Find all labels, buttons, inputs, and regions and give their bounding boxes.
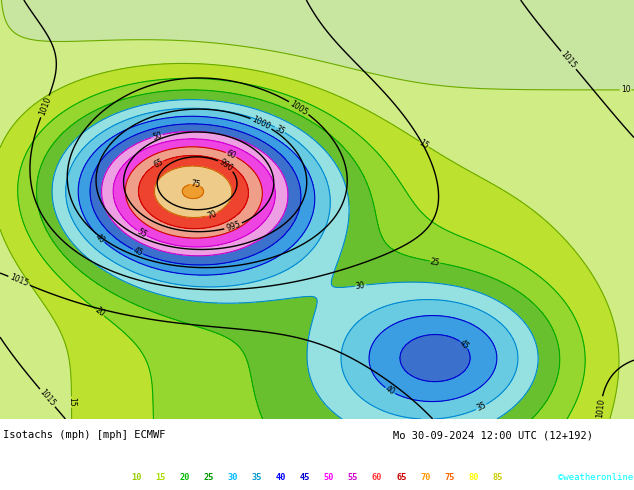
Text: 45: 45 [457, 338, 470, 351]
Text: 1000: 1000 [250, 115, 272, 132]
Text: 10: 10 [131, 473, 141, 482]
Text: 1010: 1010 [37, 96, 53, 117]
Text: 40: 40 [384, 384, 397, 397]
Text: 75: 75 [190, 179, 200, 190]
Text: 25: 25 [429, 257, 440, 268]
Text: 50: 50 [324, 473, 334, 482]
Text: 1015: 1015 [559, 50, 578, 71]
Text: 20: 20 [93, 306, 107, 319]
Text: 85: 85 [493, 473, 503, 482]
Text: 80: 80 [469, 473, 479, 482]
Text: 15: 15 [418, 138, 430, 150]
Text: 35: 35 [252, 473, 262, 482]
Text: 1005: 1005 [288, 98, 309, 117]
Text: Mo 30-09-2024 12:00 UTC (12+192): Mo 30-09-2024 12:00 UTC (12+192) [393, 430, 593, 440]
Text: 15: 15 [155, 473, 165, 482]
Text: 35: 35 [475, 401, 488, 413]
Text: 55: 55 [136, 227, 148, 240]
Text: 50: 50 [152, 130, 163, 142]
Text: 40: 40 [94, 232, 107, 245]
Text: 1015: 1015 [8, 273, 30, 289]
Text: 60: 60 [372, 473, 382, 482]
Text: 65: 65 [396, 473, 406, 482]
Text: 25: 25 [204, 473, 214, 482]
Text: 75: 75 [444, 473, 455, 482]
Text: 35: 35 [273, 123, 287, 136]
Text: 60: 60 [225, 148, 237, 161]
Text: 15: 15 [67, 397, 76, 407]
Text: 55: 55 [348, 473, 358, 482]
Text: 30: 30 [355, 281, 366, 291]
Text: 1015: 1015 [38, 388, 57, 408]
Text: 45: 45 [131, 245, 144, 258]
Text: 10: 10 [621, 85, 630, 95]
Text: 65: 65 [153, 157, 165, 169]
Text: 995: 995 [225, 220, 242, 233]
Text: 45: 45 [300, 473, 310, 482]
Text: Isotachs (mph) [mph] ECMWF: Isotachs (mph) [mph] ECMWF [3, 430, 165, 440]
Text: 40: 40 [276, 473, 286, 482]
Text: 70: 70 [420, 473, 430, 482]
Text: 90: 90 [517, 473, 527, 482]
Text: 70: 70 [206, 209, 218, 221]
Text: 990: 990 [217, 157, 235, 173]
Text: 20: 20 [179, 473, 190, 482]
Text: 30: 30 [228, 473, 238, 482]
Text: 1010: 1010 [595, 398, 606, 418]
Text: ©weatheronline.co.uk: ©weatheronline.co.uk [558, 473, 634, 482]
Text: Isotachs 10m (mph): Isotachs 10m (mph) [3, 462, 109, 472]
